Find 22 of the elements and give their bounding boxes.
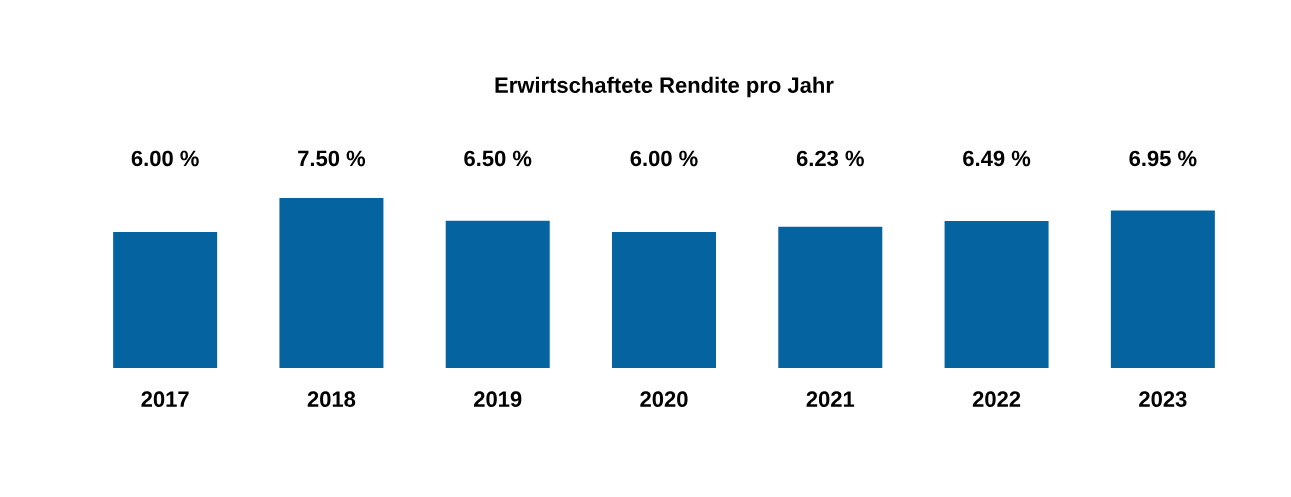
x-tick-label: 2018: [307, 391, 356, 407]
bar: [445, 220, 550, 368]
data-label: 6.00 %: [630, 150, 698, 167]
x-tick-label: 2023: [1139, 391, 1187, 407]
x-tick-label: 2017: [141, 391, 189, 407]
x-tick-label: 2022: [972, 391, 1021, 407]
bar: [113, 232, 218, 368]
bar: [944, 220, 1049, 368]
data-label: 6.50 %: [464, 150, 532, 167]
x-tick-label: 2020: [640, 391, 688, 407]
data-label: 7.50 %: [298, 150, 366, 167]
bar: [778, 226, 883, 368]
data-label: 6.95 %: [1129, 150, 1197, 167]
data-label: 6.49 %: [963, 150, 1031, 167]
x-tick-label: 2021: [806, 391, 855, 407]
data-label: 6.00 %: [131, 150, 199, 167]
bar: [279, 198, 384, 368]
x-tick-label: 2019: [474, 391, 522, 407]
chart-title: Erwirtschaftete Rendite pro Jahr: [495, 76, 834, 98]
data-label: 6.23 %: [796, 150, 864, 167]
bar: [612, 232, 716, 368]
bar: [1110, 210, 1215, 368]
